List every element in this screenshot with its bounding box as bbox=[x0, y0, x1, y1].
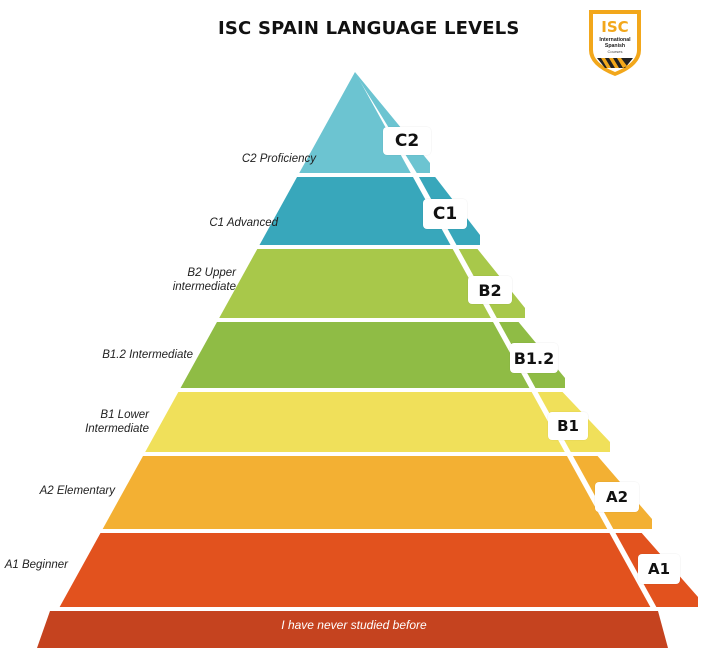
page-title: ISC SPAIN LANGUAGE LEVELS bbox=[218, 18, 520, 39]
svg-text:ISC: ISC bbox=[601, 18, 628, 36]
band-a1 bbox=[59, 533, 651, 607]
svg-text:Spanish: Spanish bbox=[605, 43, 625, 49]
level-label-c1: C1 Advanced bbox=[209, 217, 278, 229]
level-label-c2: C2 Proficiency bbox=[241, 153, 316, 165]
level-code-c2: C2 bbox=[383, 127, 431, 155]
band-base bbox=[37, 611, 668, 648]
level-label-a1: A1 Beginner bbox=[4, 559, 68, 571]
level-code-a1: A1 bbox=[638, 554, 680, 584]
level-label-b2-line2: intermediate bbox=[172, 281, 236, 293]
svg-text:International: International bbox=[599, 37, 631, 43]
band-c1 bbox=[259, 177, 451, 245]
level-code-c1: C1 bbox=[423, 199, 467, 229]
band-a2 bbox=[102, 456, 608, 529]
band-b1 bbox=[145, 392, 565, 452]
level-label-b1-line2: Intermediate bbox=[85, 423, 149, 435]
level-code-b1-2: B1.2 bbox=[510, 343, 558, 373]
svg-text:Courses: Courses bbox=[608, 49, 623, 54]
level-label-b1-line1: B1 Lower bbox=[100, 409, 149, 421]
level-label-b1-2: B1.2 Intermediate bbox=[102, 349, 193, 361]
level-label-b2: B2 Upper intermediate bbox=[120, 266, 236, 294]
level-label-b1: B1 Lower Intermediate bbox=[40, 408, 149, 436]
level-code-a2: A2 bbox=[595, 482, 639, 512]
band-b1-2 bbox=[180, 322, 530, 388]
isc-logo: ISC International Spanish Courses bbox=[589, 10, 641, 76]
level-code-b1: B1 bbox=[548, 412, 588, 440]
level-code-b2: B2 bbox=[468, 276, 512, 304]
level-label-a2: A2 Elementary bbox=[39, 485, 115, 497]
level-label-b2-line1: B2 Upper bbox=[187, 267, 236, 279]
base-level-text: I have never studied before bbox=[281, 618, 427, 632]
band-b2 bbox=[219, 249, 491, 318]
band-c2 bbox=[299, 72, 411, 173]
